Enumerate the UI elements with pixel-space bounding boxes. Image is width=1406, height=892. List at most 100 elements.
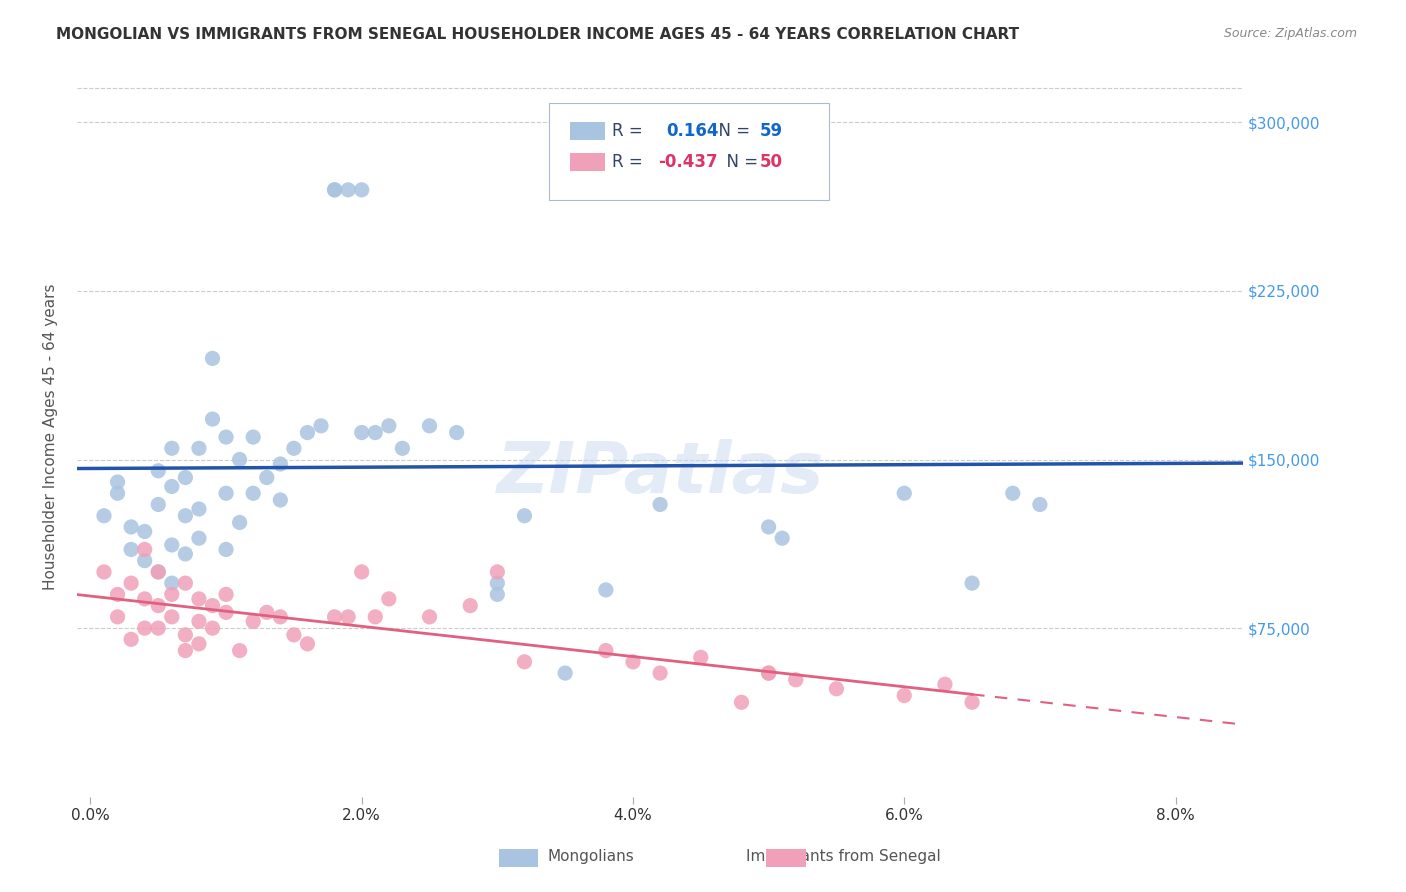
Point xyxy=(554,666,576,681)
Bar xyxy=(571,122,605,140)
Point xyxy=(187,615,209,629)
Point xyxy=(893,486,915,500)
Point xyxy=(486,587,509,601)
Text: Source: ZipAtlas.com: Source: ZipAtlas.com xyxy=(1223,27,1357,40)
Point xyxy=(93,565,115,579)
Point xyxy=(960,695,983,709)
Point xyxy=(418,418,440,433)
Point xyxy=(242,430,264,444)
Point xyxy=(323,183,346,197)
Point xyxy=(297,425,319,440)
Bar xyxy=(571,153,605,171)
Point xyxy=(215,542,238,557)
Point xyxy=(215,430,238,444)
Point xyxy=(174,576,197,591)
Point xyxy=(283,628,305,642)
Point xyxy=(201,351,224,366)
Point xyxy=(758,520,780,534)
Point xyxy=(297,637,319,651)
Point xyxy=(785,673,807,687)
Point xyxy=(513,508,536,523)
Point xyxy=(148,498,170,512)
Text: -0.437: -0.437 xyxy=(658,153,717,170)
Point xyxy=(148,565,170,579)
Point xyxy=(215,587,238,601)
Point xyxy=(160,576,183,591)
Point xyxy=(770,531,793,545)
Point xyxy=(378,418,401,433)
Point xyxy=(187,502,209,516)
Point xyxy=(134,591,156,606)
Point xyxy=(148,565,170,579)
Point xyxy=(269,493,291,508)
Point xyxy=(256,606,278,620)
Y-axis label: Householder Income Ages 45 - 64 years: Householder Income Ages 45 - 64 years xyxy=(44,284,58,591)
Point xyxy=(621,655,644,669)
Point xyxy=(242,486,264,500)
Point xyxy=(120,520,142,534)
Point xyxy=(93,508,115,523)
Point xyxy=(595,582,617,597)
Point xyxy=(323,183,346,197)
Point xyxy=(323,610,346,624)
Point xyxy=(148,464,170,478)
Point xyxy=(134,524,156,539)
Point xyxy=(187,531,209,545)
Point xyxy=(160,479,183,493)
Text: ZIPatlas: ZIPatlas xyxy=(496,439,824,508)
Point xyxy=(648,498,671,512)
Point xyxy=(201,599,224,613)
Point xyxy=(148,599,170,613)
Point xyxy=(215,486,238,500)
Point xyxy=(107,475,129,489)
Point xyxy=(174,547,197,561)
Point xyxy=(893,689,915,703)
Text: R =: R = xyxy=(612,153,648,170)
Point xyxy=(242,615,264,629)
Point xyxy=(160,442,183,456)
Point xyxy=(1001,486,1024,500)
Point xyxy=(364,610,387,624)
Point xyxy=(134,621,156,635)
Point xyxy=(228,516,250,530)
Point xyxy=(350,183,373,197)
Point xyxy=(758,666,780,681)
Text: N =: N = xyxy=(709,121,755,140)
Point xyxy=(486,576,509,591)
Text: 59: 59 xyxy=(759,121,782,140)
Point xyxy=(174,643,197,657)
Point xyxy=(120,576,142,591)
Point xyxy=(418,610,440,624)
Text: 0.164: 0.164 xyxy=(666,121,718,140)
Point xyxy=(256,470,278,484)
Point xyxy=(187,442,209,456)
Point xyxy=(120,542,142,557)
Point xyxy=(107,587,129,601)
Point xyxy=(648,666,671,681)
Point xyxy=(758,666,780,681)
Point xyxy=(134,554,156,568)
FancyBboxPatch shape xyxy=(550,103,830,200)
Point xyxy=(364,425,387,440)
Point xyxy=(458,599,481,613)
Point xyxy=(228,643,250,657)
Point xyxy=(730,695,752,709)
Point xyxy=(228,452,250,467)
Point xyxy=(215,606,238,620)
Point xyxy=(269,610,291,624)
Point xyxy=(825,681,848,696)
Point xyxy=(595,183,617,197)
Point xyxy=(960,576,983,591)
Text: 50: 50 xyxy=(759,153,782,170)
Point xyxy=(187,591,209,606)
Text: R =: R = xyxy=(612,121,654,140)
Text: N =: N = xyxy=(716,153,763,170)
Point xyxy=(621,183,644,197)
Point xyxy=(269,457,291,471)
Point xyxy=(337,183,360,197)
Point xyxy=(107,610,129,624)
Point xyxy=(391,442,413,456)
Point xyxy=(283,442,305,456)
Point xyxy=(350,565,373,579)
Point xyxy=(309,418,332,433)
